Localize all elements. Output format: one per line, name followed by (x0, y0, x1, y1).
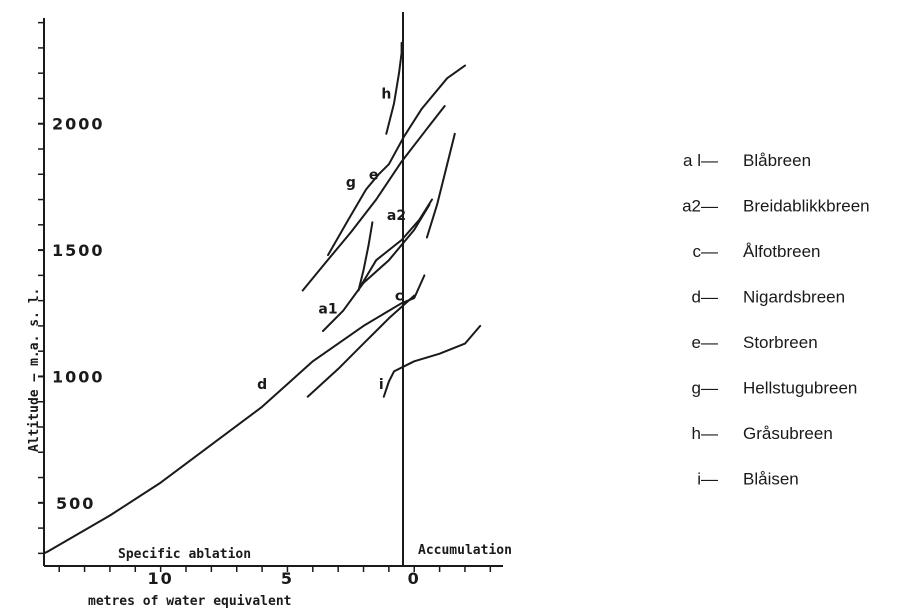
legend-name: Blåisen (743, 470, 799, 489)
series-label-a1: a1 (318, 301, 337, 317)
curve-d (43, 274, 426, 555)
x-tick-label: 5 (281, 569, 294, 588)
legend-key: h— (692, 424, 718, 443)
legend-name: Breidablikkbreen (743, 197, 870, 216)
legend-key: a2— (682, 197, 718, 216)
axes (38, 12, 503, 572)
y-axis-title: Altitude — m.a. s. l. (27, 288, 42, 452)
series-label-c: c (395, 289, 403, 305)
legend-key: c— (693, 242, 719, 261)
series-label-h: h (381, 86, 391, 102)
legend-name: Ålfotbreen (743, 242, 821, 261)
curve-c (306, 294, 416, 398)
curve-a1 (322, 203, 431, 332)
series-label-i: i (379, 377, 384, 393)
legend-key: d— (692, 288, 718, 307)
tick-labels: 500 1000 1500 2000 10 5 0 (52, 115, 421, 588)
series-label-g: g (346, 175, 356, 191)
series-label-d: d (257, 377, 267, 393)
glacier-curves (43, 41, 482, 555)
series-label-a2: a2 (387, 208, 406, 224)
legend-key: e— (692, 333, 718, 352)
legend-key: g— (692, 379, 718, 398)
legend-key: i— (697, 470, 718, 489)
legend-name: Nigardsbreen (743, 288, 845, 307)
y-tick-label: 2000 (52, 115, 105, 134)
y-tick-label: 1000 (52, 367, 105, 386)
legend-name: Storbreen (743, 333, 818, 352)
y-tick-label: 500 (56, 494, 95, 513)
curve-a2-branch (357, 221, 374, 292)
curve-h (385, 41, 403, 135)
x-zone-label-accumulation: Accumulation (418, 543, 512, 558)
legend-name: Hellstugubreen (743, 379, 857, 398)
curve-e (301, 105, 446, 292)
curve-a2-right (425, 132, 456, 239)
x-axis-title: metres of water equivalent (88, 594, 292, 609)
curve-a2 (360, 198, 433, 287)
series-labels: d a1 c a2 eg h i (257, 86, 406, 393)
x-tick-label: 0 (408, 569, 421, 588)
curve-i (382, 324, 482, 398)
legend-key: a l— (683, 151, 718, 170)
y-tick-label: 1500 (52, 241, 105, 260)
x-tick-label: 10 (148, 569, 174, 588)
x-zone-label-ablation: Specific ablation (118, 547, 251, 562)
series-label-e: e (369, 167, 379, 183)
legend-name: Gråsubreen (743, 424, 833, 443)
curve-g (327, 64, 466, 257)
legend-name: Blåbreen (743, 151, 811, 170)
legend: a l— Blåbreen a2— Breidablikkbreen c— Ålfotbr… (682, 151, 870, 489)
